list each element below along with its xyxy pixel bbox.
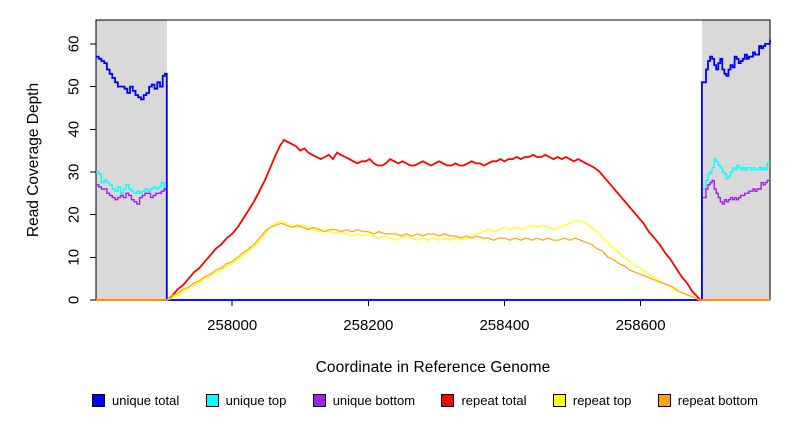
x-tick-label: 258600 <box>616 317 666 334</box>
y-axis-label: Read Coverage Depth <box>25 82 42 238</box>
y-tick-label: 60 <box>66 36 83 53</box>
legend-swatch-repeat-total <box>441 394 455 407</box>
series-repeat-bottom <box>96 222 770 301</box>
x-tick-label: 258000 <box>207 317 257 334</box>
legend-label: repeat bottom <box>677 393 758 408</box>
y-tick-label: 0 <box>66 296 83 304</box>
legend-swatch-unique-bottom <box>312 394 326 407</box>
legend-label: repeat total <box>461 393 527 408</box>
legend-swatch-unique-top <box>205 394 219 407</box>
series-unique-bottom <box>96 179 770 301</box>
y-tick-label: 20 <box>66 206 83 223</box>
series-unique-top <box>96 158 770 301</box>
plot-svg: 258000 258200 258400 258600 0 10 20 30 40 50 60 <box>66 19 771 334</box>
legend-swatch-unique-total <box>92 394 105 407</box>
legend-item-repeat-total: repeat total <box>441 393 527 408</box>
y-tick-label: 40 <box>66 121 83 138</box>
shaded-masked-region <box>96 20 167 300</box>
legend: unique total unique top unique bottom repea… <box>92 393 758 408</box>
x-axis-label: Coordinate in Reference Genome <box>315 359 551 376</box>
y-tick-label: 50 <box>66 78 83 95</box>
legend-item-repeat-top: repeat top <box>552 393 632 408</box>
series-unique-total <box>96 39 771 301</box>
y-tick-label: 30 <box>66 164 83 181</box>
x-tick-label: 258400 <box>479 317 529 334</box>
legend-swatch-repeat-top <box>552 394 566 407</box>
legend-label: unique bottom <box>332 393 416 408</box>
legend-item-repeat-bottom: repeat bottom <box>657 393 758 408</box>
legend-label: repeat top <box>572 393 632 408</box>
legend-item-unique-bottom: unique bottom <box>312 393 416 408</box>
legend-item-unique-top: unique top <box>205 393 287 408</box>
x-tick-label: 258200 <box>343 317 393 334</box>
series-repeat-total <box>96 138 770 301</box>
series-repeat-top <box>96 220 770 301</box>
legend-label: unique total <box>112 393 180 408</box>
legend-item-unique-total: unique total <box>92 393 179 408</box>
y-tick-label: 10 <box>66 249 83 266</box>
legend-swatch-repeat-bottom <box>657 394 671 407</box>
legend-label: unique top <box>225 393 287 408</box>
shaded-masked-region <box>701 20 770 300</box>
